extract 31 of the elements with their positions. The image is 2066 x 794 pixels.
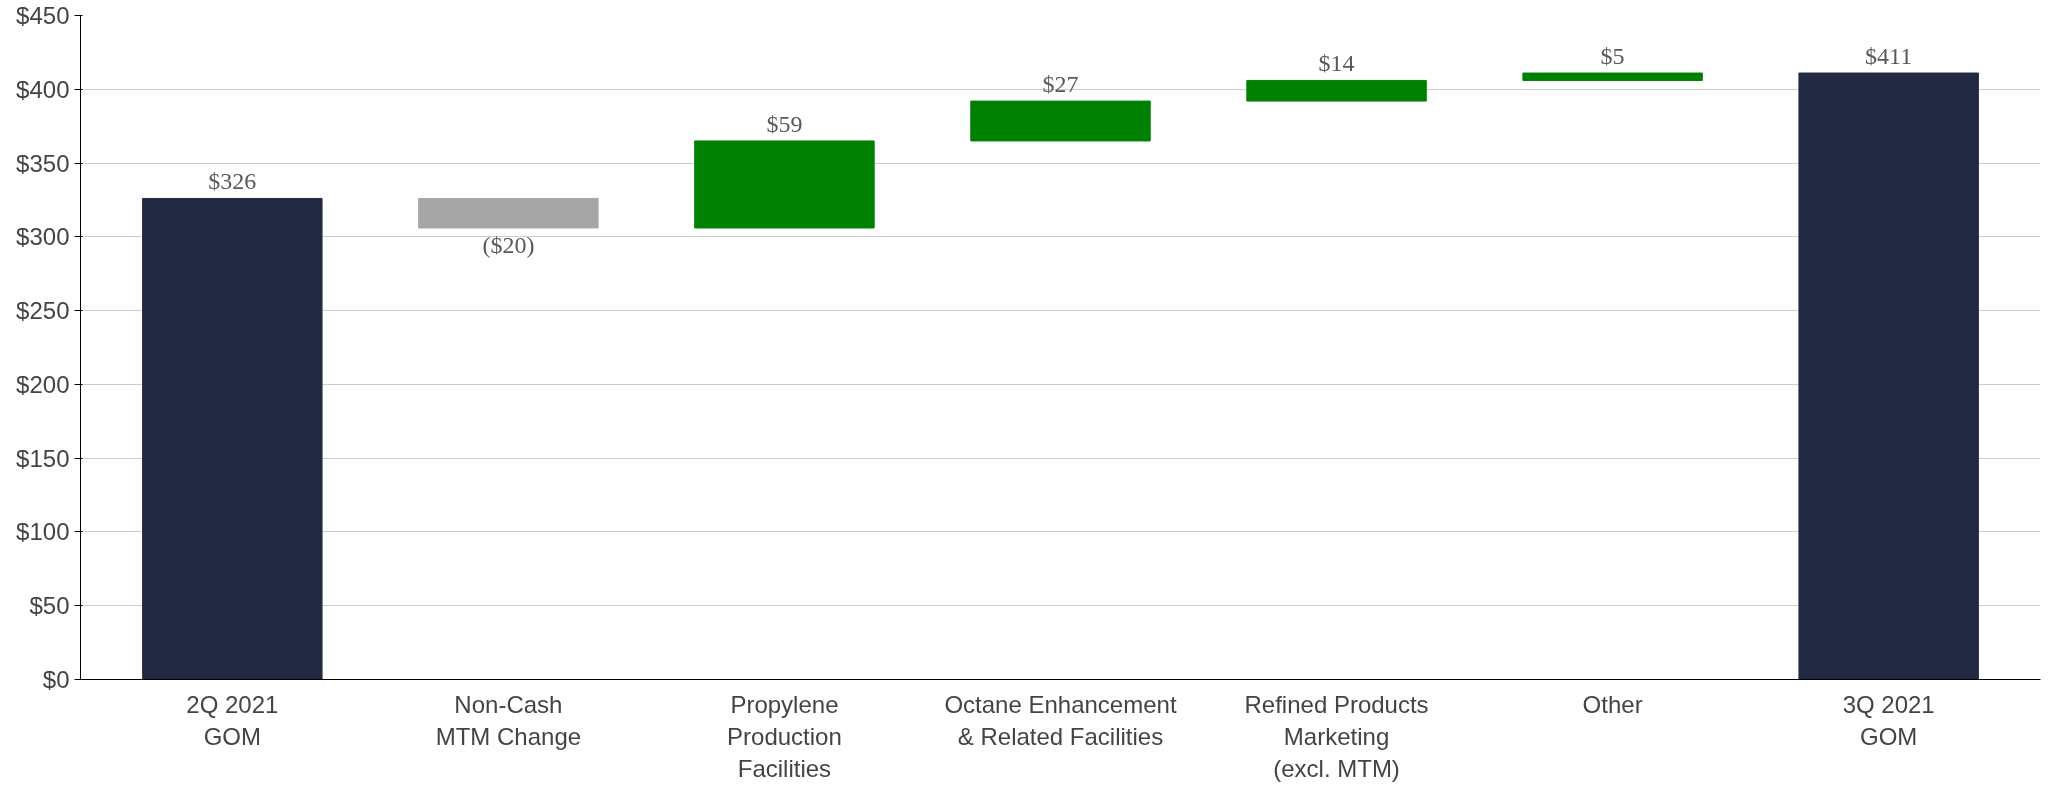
x-tick-label: Other	[1582, 690, 1643, 718]
data-label: $326	[208, 168, 257, 195]
x-tick-label: Propylene Production Facilities	[727, 690, 842, 783]
data-label: $14	[1318, 50, 1355, 77]
data-label: ($20)	[482, 231, 535, 258]
y-tick-label: $50	[29, 592, 70, 620]
x-tick-label: Refined Products Marketing (excl. MTM)	[1244, 690, 1429, 783]
bar	[418, 197, 599, 229]
bar	[970, 100, 1151, 142]
y-tick-label: $400	[16, 75, 70, 103]
data-label: $59	[766, 110, 803, 137]
y-tick-label: $100	[16, 518, 70, 546]
x-tick-label: Octane Enhancement & Related Facilities	[944, 690, 1177, 750]
bar	[142, 197, 323, 680]
x-tick-label: 3Q 2021 GOM	[1842, 690, 1935, 750]
bar	[1798, 72, 1979, 680]
bar	[1522, 72, 1703, 81]
data-label: $5	[1600, 43, 1625, 70]
bar	[1246, 79, 1427, 102]
data-label: $411	[1865, 43, 1913, 70]
y-tick-label: $350	[16, 149, 70, 177]
y-tick-label: $0	[42, 666, 70, 693]
y-tick-label: $150	[16, 444, 70, 472]
y-tick-label: $250	[16, 297, 70, 325]
x-tick-label: Non-Cash MTM Change	[435, 690, 582, 750]
y-tick-label: $450	[16, 2, 70, 29]
bar	[694, 140, 875, 229]
data-label: $27	[1042, 71, 1079, 98]
x-tick-label: 2Q 2021 GOM	[186, 690, 279, 750]
y-tick-label: $200	[16, 370, 70, 398]
y-tick-label: $300	[16, 223, 70, 251]
